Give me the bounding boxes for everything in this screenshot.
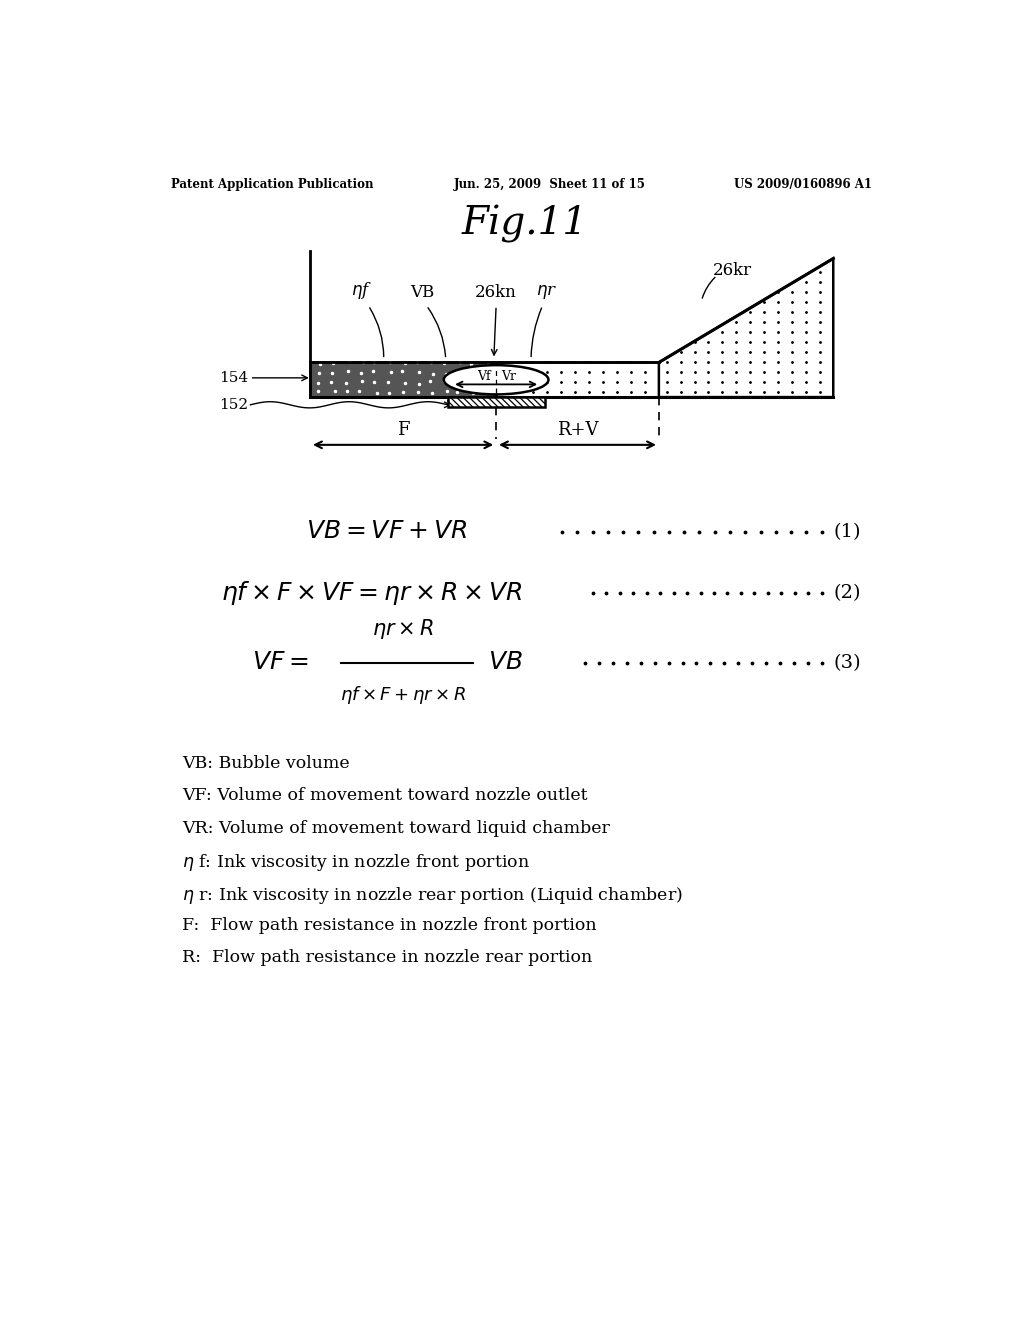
- Text: 154: 154: [219, 371, 248, 385]
- Text: Vr: Vr: [502, 370, 516, 383]
- Bar: [310, 363, 496, 397]
- Text: Patent Application Publication: Patent Application Publication: [171, 178, 373, 190]
- Text: $\mathit{\eta r \times R}$: $\mathit{\eta r \times R}$: [372, 618, 434, 642]
- Text: F: F: [397, 421, 410, 438]
- Text: Vf: Vf: [477, 370, 490, 383]
- Text: $\eta$ r: Ink viscosity in nozzle rear portion (Liquid chamber): $\eta$ r: Ink viscosity in nozzle rear p…: [182, 884, 683, 906]
- Text: 152: 152: [219, 397, 248, 412]
- Text: $\mathit{\eta f \times F \times VF = \eta r \times R \times VR}$: $\mathit{\eta f \times F \times VF = \et…: [221, 579, 522, 607]
- Text: $\mathit{VB = VF + VR}$: $\mathit{VB = VF + VR}$: [306, 520, 468, 544]
- Text: $\mathit{VF=}$: $\mathit{VF=}$: [252, 651, 308, 675]
- Text: R:  Flow path resistance in nozzle rear portion: R: Flow path resistance in nozzle rear p…: [182, 949, 593, 966]
- Text: $\mathit{VB}$: $\mathit{VB}$: [488, 651, 523, 675]
- Text: Fig.11: Fig.11: [462, 205, 588, 243]
- Bar: [447, 397, 545, 407]
- Text: R+V: R+V: [557, 421, 598, 438]
- Bar: [496, 363, 658, 397]
- Text: Jun. 25, 2009  Sheet 11 of 15: Jun. 25, 2009 Sheet 11 of 15: [454, 178, 645, 190]
- Text: F:  Flow path resistance in nozzle front portion: F: Flow path resistance in nozzle front …: [182, 917, 597, 933]
- Text: $\eta$r: $\eta$r: [536, 282, 557, 301]
- Text: $\eta$f: $\eta$f: [351, 280, 373, 301]
- Text: $\mathit{\eta f \times F + \eta r \times R}$: $\mathit{\eta f \times F + \eta r \times…: [340, 684, 466, 706]
- Text: VB: VB: [411, 284, 434, 301]
- Text: (3): (3): [834, 653, 861, 672]
- Text: US 2009/0160896 A1: US 2009/0160896 A1: [734, 178, 872, 190]
- Text: 26kr: 26kr: [713, 261, 753, 279]
- Text: (2): (2): [834, 585, 861, 602]
- Ellipse shape: [443, 366, 549, 395]
- Polygon shape: [658, 259, 834, 397]
- Text: VB: Bubble volume: VB: Bubble volume: [182, 755, 350, 772]
- Text: VF: Volume of movement toward nozzle outlet: VF: Volume of movement toward nozzle out…: [182, 788, 588, 804]
- Text: (1): (1): [834, 523, 861, 541]
- Text: VR: Volume of movement toward liquid chamber: VR: Volume of movement toward liquid cha…: [182, 820, 610, 837]
- Text: $\eta$ f: Ink viscosity in nozzle front portion: $\eta$ f: Ink viscosity in nozzle front …: [182, 853, 530, 873]
- Text: 26kn: 26kn: [475, 284, 517, 301]
